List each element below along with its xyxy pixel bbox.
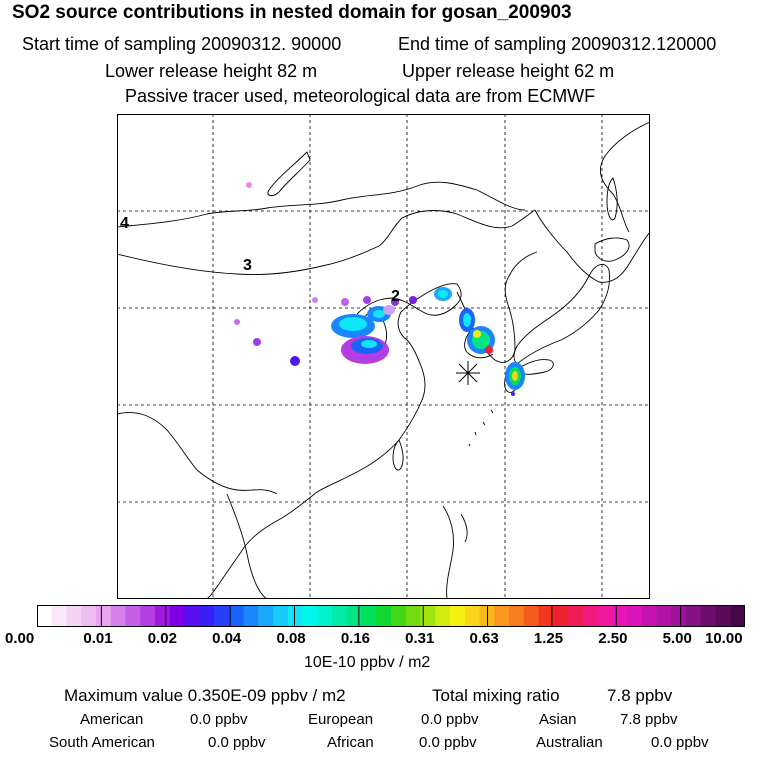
colorbar-tick-label: 0.31 (405, 630, 435, 647)
colorbar-cell (612, 605, 628, 627)
colorbar-cell (37, 605, 53, 627)
asterisk-icon (456, 361, 480, 385)
colorbar-cell (332, 605, 348, 627)
region-asian-name: Asian (539, 711, 577, 728)
colorbar-cell (435, 605, 451, 627)
colorbar-cell (66, 605, 82, 627)
colorbar-cell (391, 605, 407, 627)
coastlines (117, 121, 650, 599)
colorbar-cell (243, 605, 259, 627)
colorbar-tick-label: 5.00 (662, 630, 692, 647)
colorbar-cell (671, 605, 687, 627)
total-mixing-ratio: Total mixing ratio 7.8 ppbv (432, 686, 672, 706)
colorbar-cell (96, 605, 112, 627)
maximum-value-label: Maximum value 0.350E-09 ppbv / m2 (64, 686, 346, 705)
colorbar-tick-label: 2.50 (598, 630, 628, 647)
region-south-american-name: South American (49, 734, 155, 751)
colorbar-cell (51, 605, 67, 627)
colorbar-cell (287, 605, 303, 627)
colorbar-cell (715, 605, 731, 627)
colorbar-cell (730, 605, 745, 627)
colorbar-cell (81, 605, 97, 627)
colorbar (37, 605, 745, 627)
colorbar-tick-label: 10.00 (705, 630, 743, 647)
region-american-name: American (80, 711, 144, 728)
region-australian-name: Australian (536, 734, 603, 751)
colorbar-cell (553, 605, 569, 627)
colorbar-tick-label: 0.63 (469, 630, 499, 647)
colorbar-cell (110, 605, 126, 627)
colorbar-cell (258, 605, 274, 627)
map-panel: 4 3 2 (117, 114, 650, 599)
colorbar-cell (582, 605, 598, 627)
concentration-plumes (234, 182, 525, 396)
colorbar-cell (641, 605, 657, 627)
colorbar-cell (405, 605, 421, 627)
upper-height-label: Upper release height 62 m (402, 61, 615, 81)
colorbar-cell (184, 605, 200, 627)
colorbar-cell (686, 605, 702, 627)
region-label-3: 3 (243, 257, 252, 274)
region-south-american-value: 0.0 ppbv (208, 734, 266, 751)
colorbar-cell (155, 605, 171, 627)
start-time-label: Start time of sampling 20090312. 90000 (22, 34, 342, 54)
colorbar-cell (464, 605, 480, 627)
colorbar-tick-label: 0.04 (212, 630, 242, 647)
region-american-value: 0.0 ppbv (190, 711, 248, 728)
colorbar-unit: 10E-10 ppbv / m2 (304, 654, 431, 671)
colorbar-cell (450, 605, 466, 627)
map-title: SO2 source contributions in nested domai… (12, 2, 572, 23)
region-european-value: 0.0 ppbv (421, 711, 479, 728)
colorbar-cell (273, 605, 289, 627)
region-european-name: European (308, 711, 374, 728)
colorbar-cell (523, 605, 539, 627)
tracer-label: Passive tracer used, meteorological data… (125, 86, 596, 106)
colorbar-cell (140, 605, 156, 627)
colorbar-cell (597, 605, 613, 627)
region-african-name: African (327, 734, 374, 751)
region-label-4: 4 (120, 215, 129, 232)
colorbar-cell (169, 605, 185, 627)
colorbar-cell (568, 605, 584, 627)
colorbar-cell (228, 605, 244, 627)
colorbar-cell (656, 605, 672, 627)
colorbar-cell (199, 605, 215, 627)
colorbar-cell (627, 605, 643, 627)
region-australian-value: 0.0 ppbv (651, 734, 709, 751)
lower-height-label: Lower release height 82 m (105, 61, 318, 81)
colorbar-tick-label: 0.00 (5, 630, 35, 647)
total-mixing-value: 7.8 ppbv (607, 686, 673, 705)
colorbar-cell (317, 605, 333, 627)
colorbar-cell (302, 605, 318, 627)
colorbar-cell (361, 605, 377, 627)
colorbar-tick-label: 0.02 (147, 630, 177, 647)
colorbar-cell (125, 605, 141, 627)
region-label-2: 2 (391, 288, 400, 305)
colorbar-cell (420, 605, 436, 627)
colorbar-cell (346, 605, 362, 627)
region-asian-value: 7.8 ppbv (620, 711, 678, 728)
colorbar-cell (214, 605, 230, 627)
colorbar-cell (376, 605, 392, 627)
colorbar-tick-label: 1.25 (533, 630, 564, 647)
region-african-value: 0.0 ppbv (419, 734, 477, 751)
colorbar-tick-label: 0.16 (340, 630, 371, 647)
colorbar-cell (509, 605, 525, 627)
colorbar-tick-label: 0.08 (276, 630, 306, 647)
total-mixing-label: Total mixing ratio (432, 686, 560, 705)
colorbar-cell (494, 605, 510, 627)
colorbar-tick-label: 0.01 (83, 630, 113, 647)
end-time-label: End time of sampling 20090312.120000 (398, 34, 717, 54)
colorbar-cell (700, 605, 716, 627)
colorbar-cell (538, 605, 554, 627)
